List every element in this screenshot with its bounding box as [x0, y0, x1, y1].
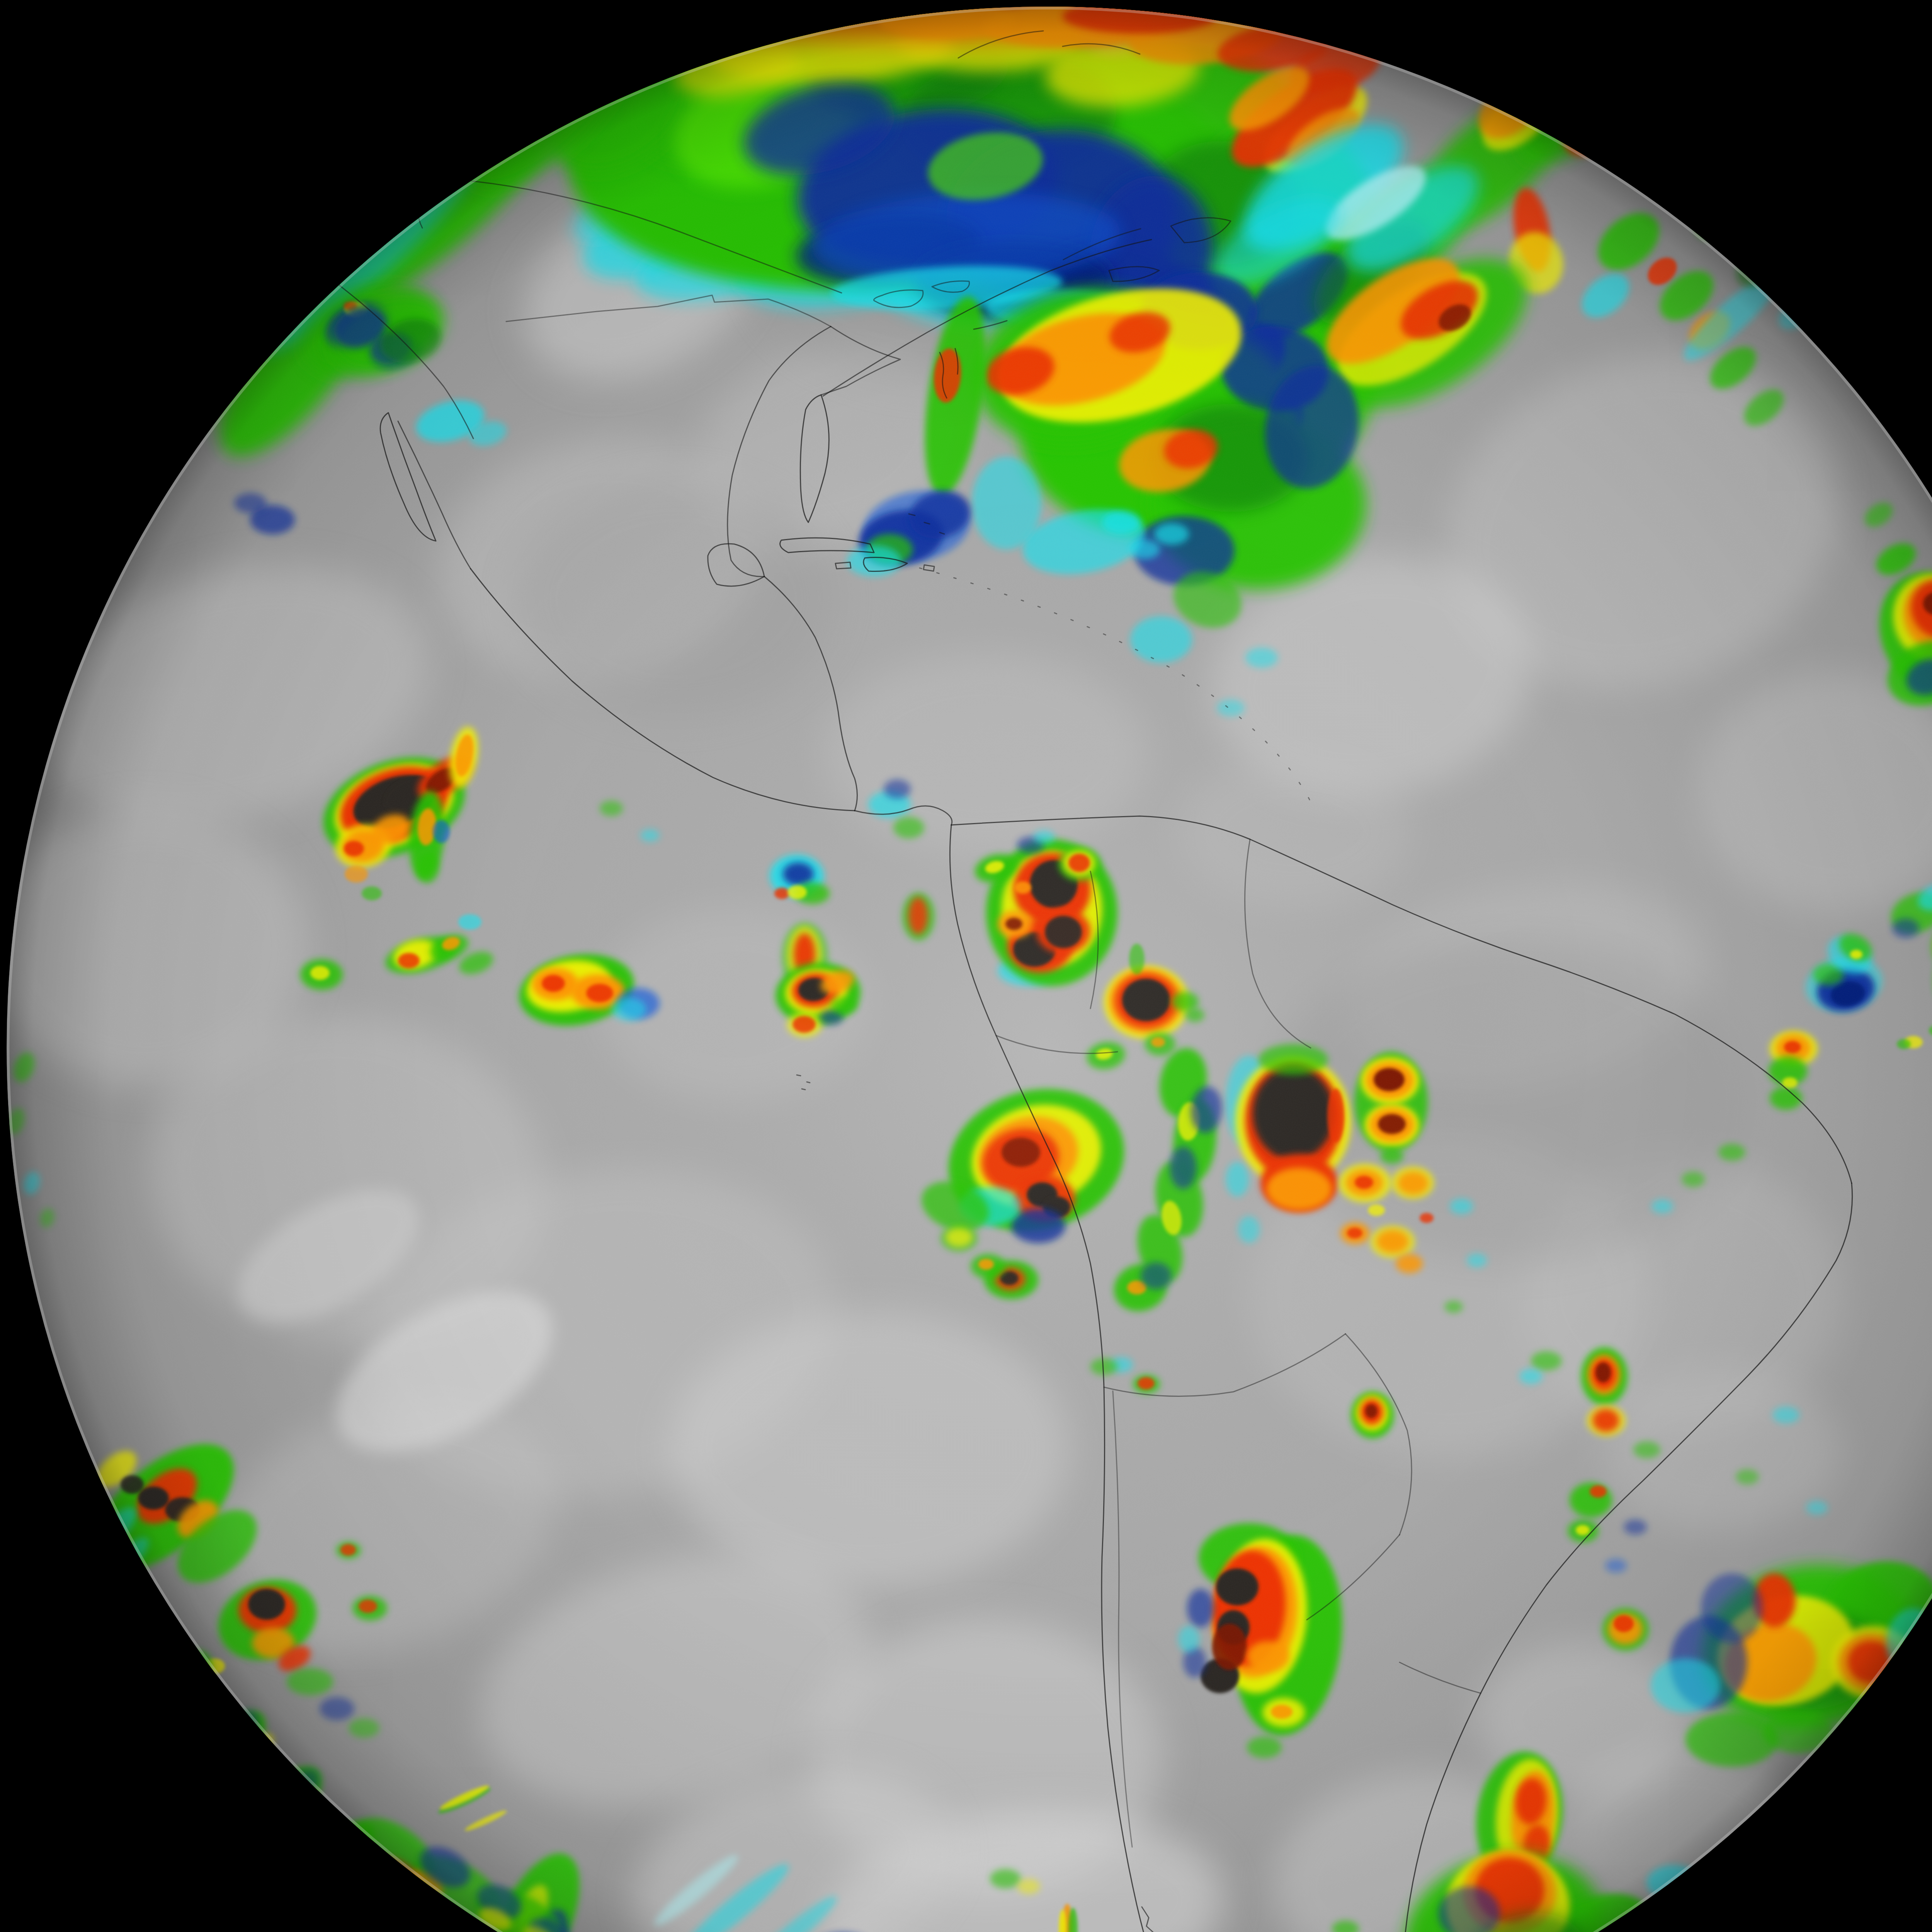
satellite-image-frame [0, 0, 1932, 1932]
goes-full-disk-satellite-image [0, 0, 1932, 1932]
page: { "image_subject": "Full-disk enhanced i… [0, 0, 1932, 1932]
